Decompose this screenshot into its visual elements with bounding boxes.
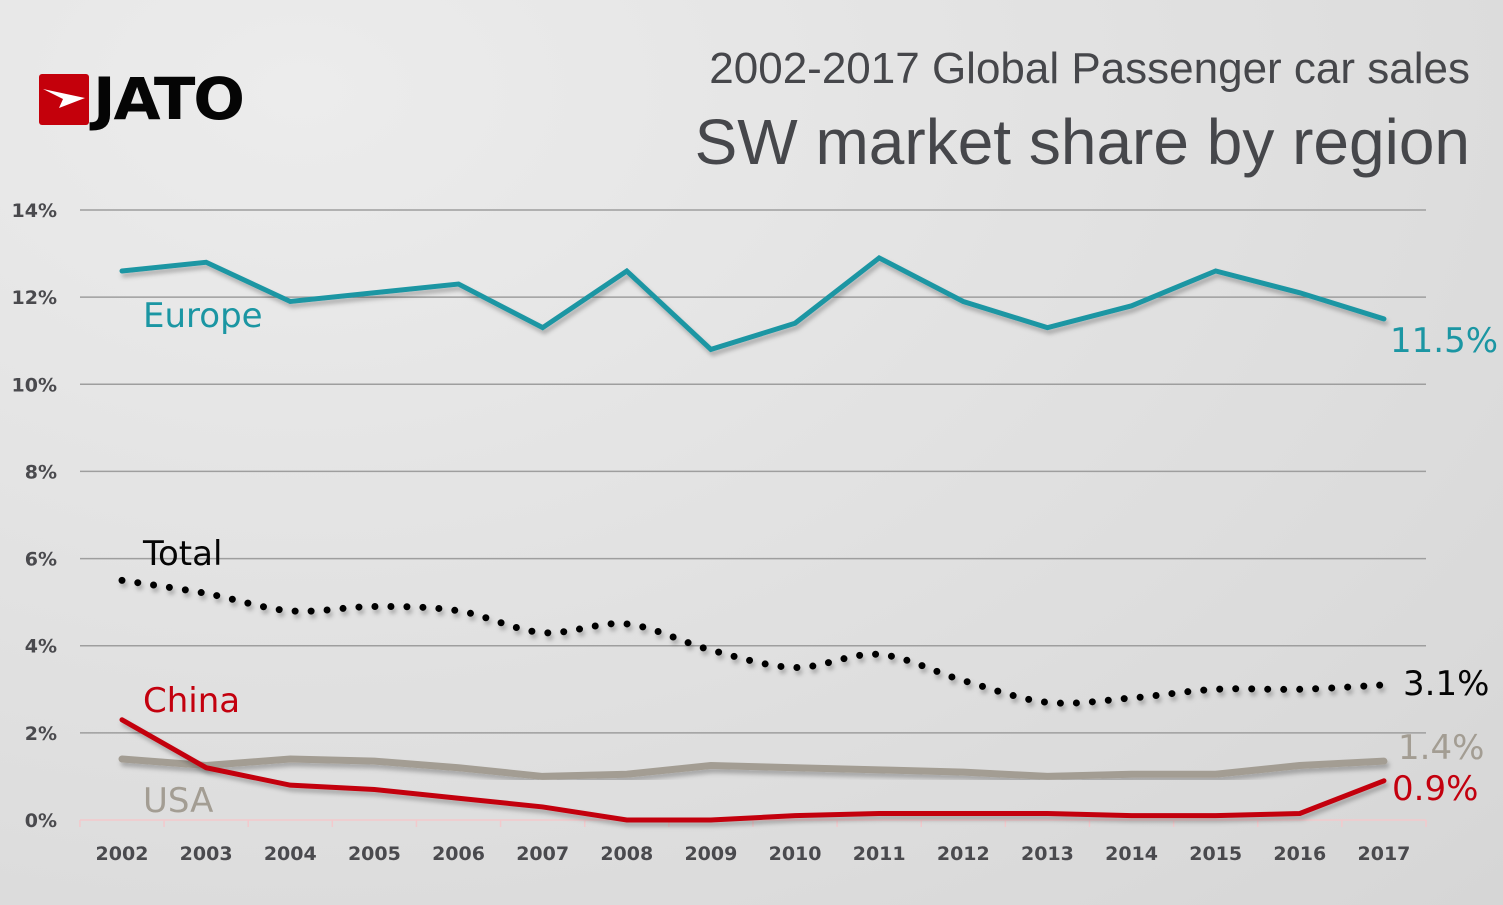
y-tick-label: 2% (25, 723, 57, 745)
x-tick-label: 2010 (769, 843, 822, 865)
series-lines (118, 254, 1388, 823)
x-tick-label: 2007 (516, 843, 569, 865)
y-tick-label: 8% (25, 461, 57, 483)
x-tick-label: 2004 (264, 843, 317, 865)
y-axis-ticks: 0% 2% 4% 6% 8% 10% 12% 14% (12, 200, 57, 832)
x-tick-label: 2008 (600, 843, 653, 865)
y-tick-label: 14% (12, 200, 57, 222)
x-tick-label: 2006 (432, 843, 485, 865)
series-line-china (119, 717, 1387, 823)
series-name-total: Total (142, 534, 222, 574)
x-tick-label: 2016 (1273, 843, 1326, 865)
series-line-europe (119, 254, 1387, 353)
x-tick-label: 2015 (1189, 843, 1242, 865)
gridlines (80, 209, 1426, 821)
x-tick-label: 2002 (96, 843, 149, 865)
x-tick-label: 2005 (348, 843, 401, 865)
x-tick-label: 2011 (853, 843, 906, 865)
series-name-china: China (143, 681, 240, 721)
jato-logo: JATO (39, 70, 245, 128)
y-tick-label: 4% (25, 636, 57, 658)
jato-arrow-icon (39, 73, 89, 125)
series-name-usa: USA (143, 781, 213, 821)
series-line-total (118, 576, 1388, 707)
logo-text: JATO (93, 65, 245, 133)
x-tick-label: 2012 (937, 843, 990, 865)
y-tick-label: 10% (12, 374, 57, 396)
series-name-europe: Europe (143, 296, 263, 336)
end-value-europe: 11.5% (1390, 321, 1498, 361)
x-tick-label: 2017 (1358, 843, 1411, 865)
end-value-total: 3.1% (1403, 664, 1489, 704)
y-tick-label: 6% (25, 549, 57, 571)
series-labels: Europe 11.5% Total 3.1% China 0.9% USA 1.4% (142, 296, 1498, 821)
end-value-china: 0.9% (1392, 769, 1478, 809)
x-tick-label: 2013 (1021, 843, 1074, 865)
y-tick-label: 0% (25, 810, 57, 832)
series-line-usa (118, 755, 1388, 780)
x-axis-ticks: 2002 2003 2004 2005 2006 2007 2008 2009 2010 2011… (79, 820, 1427, 865)
x-tick-label: 2009 (684, 843, 737, 865)
chart-title: 2002-2017 Global Passenger car sales (709, 44, 1470, 93)
x-tick-label: 2003 (180, 843, 233, 865)
y-tick-label: 12% (12, 287, 57, 309)
chart-subtitle: SW market share by region (694, 106, 1470, 178)
x-tick-label: 2014 (1105, 843, 1158, 865)
end-value-usa: 1.4% (1398, 728, 1484, 768)
